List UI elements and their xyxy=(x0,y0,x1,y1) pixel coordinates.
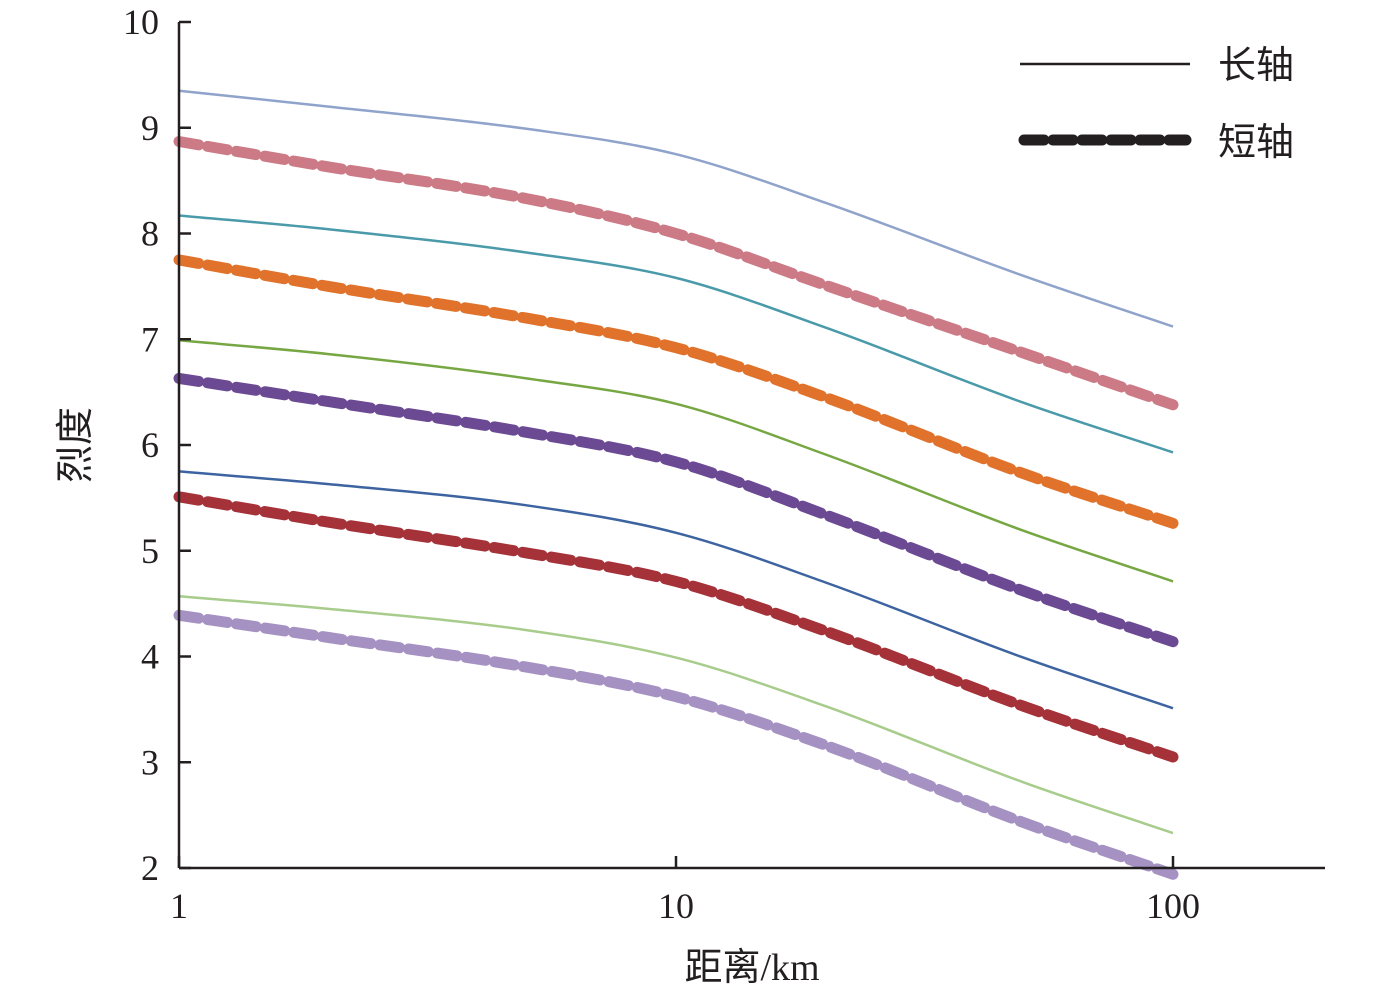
short-axis-series-line-8 xyxy=(173,491,1179,763)
x-axis-label: 距离/km xyxy=(684,947,819,989)
y-tick-label: 9 xyxy=(141,108,159,148)
y-tick-label: 6 xyxy=(141,425,159,465)
long-axis-series-line-7 xyxy=(178,470,1174,710)
axes xyxy=(177,20,1325,870)
legend: 长轴 短轴 xyxy=(1018,45,1294,164)
short-axis-series-line-4 xyxy=(173,254,1179,529)
y-axis-label: 烈度 xyxy=(55,407,97,483)
legend-label-long-axis: 长轴 xyxy=(1218,45,1294,87)
tick-marks xyxy=(177,20,1175,870)
y-tick-label: 2 xyxy=(141,848,159,888)
short-axis-series-line-2 xyxy=(173,136,1179,411)
long-axis-series-line-5 xyxy=(178,339,1174,583)
y-tick-label: 7 xyxy=(141,319,159,359)
y-tick-label: 4 xyxy=(141,637,159,677)
y-tick-label: 10 xyxy=(123,2,159,42)
short-axis-series-line-6 xyxy=(173,372,1179,648)
x-tick-label: 100 xyxy=(1146,886,1200,926)
long-axis-series-line-3 xyxy=(178,214,1174,454)
y-tick-label: 3 xyxy=(141,742,159,782)
legend-label-short-axis: 短轴 xyxy=(1218,122,1294,164)
y-tick-label: 8 xyxy=(141,214,159,254)
short-axis-series-line-10 xyxy=(173,609,1179,880)
long-axis-series-line-1 xyxy=(178,89,1174,328)
series-layer xyxy=(173,89,1179,880)
x-tick-label: 10 xyxy=(658,886,694,926)
long-axis-series-line-9 xyxy=(178,594,1174,835)
x-tick-label: 1 xyxy=(170,886,188,926)
y-tick-label: 5 xyxy=(141,531,159,571)
